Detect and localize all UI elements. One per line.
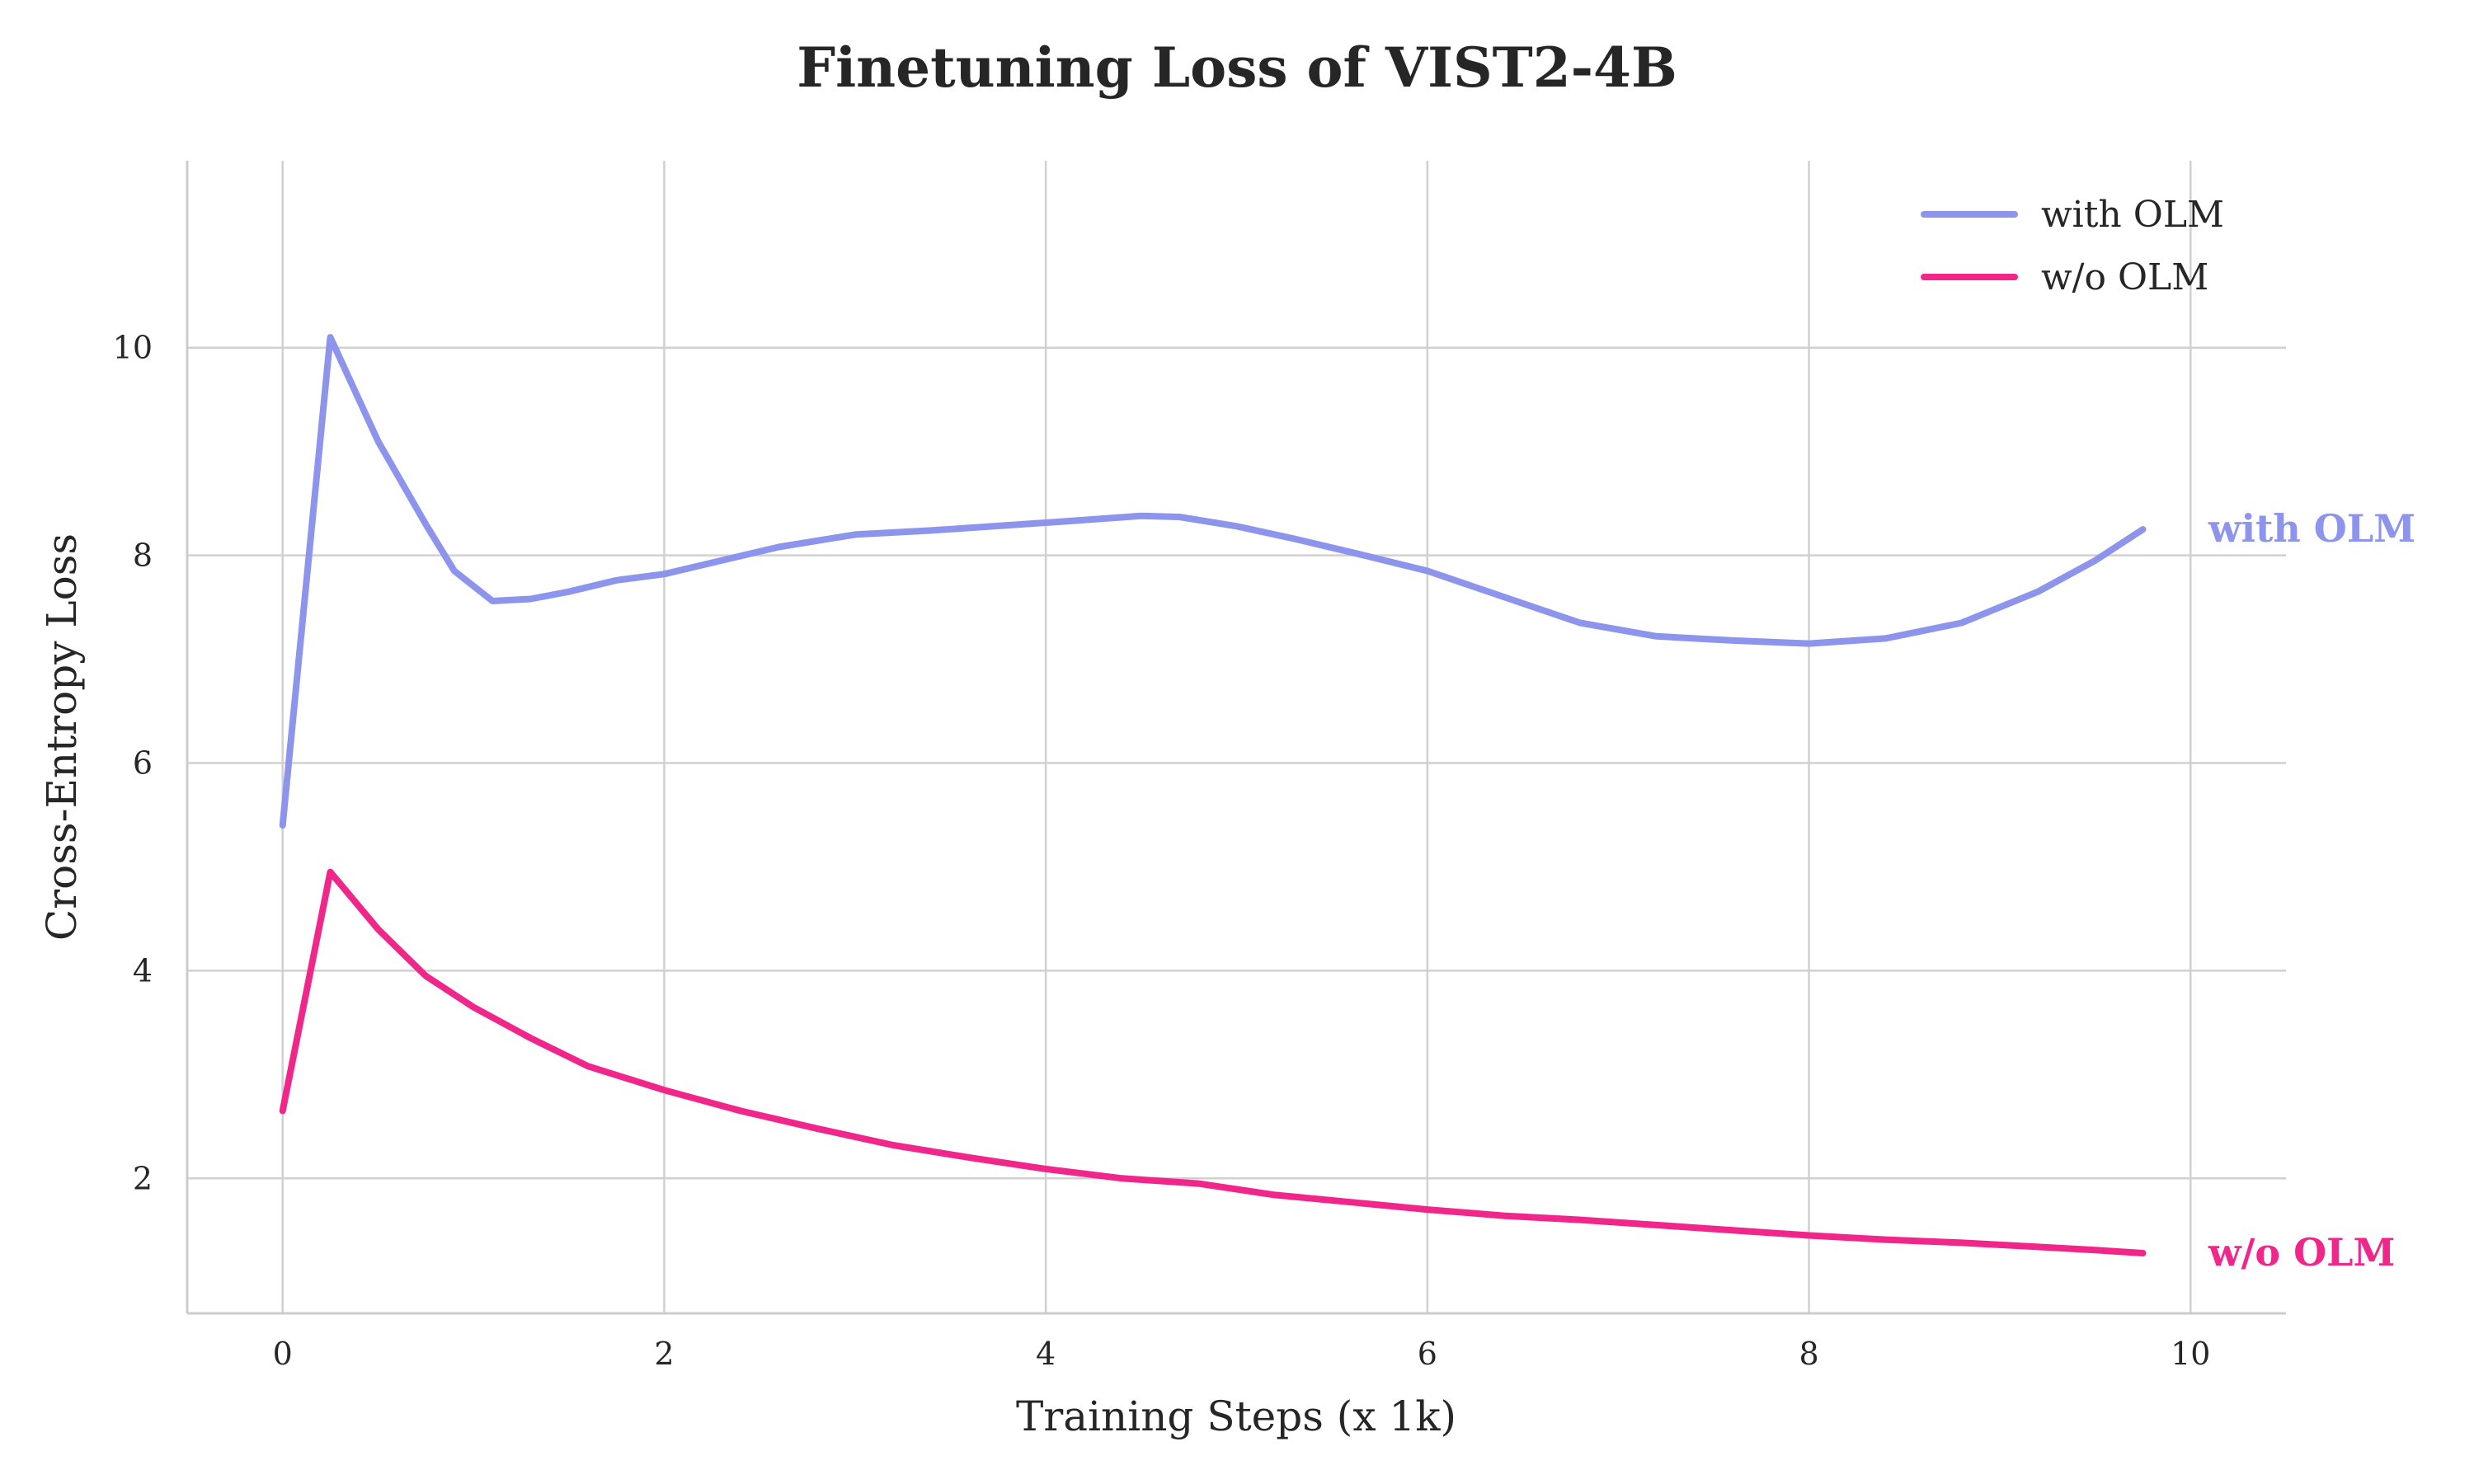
y-axis-label: Cross-Entropy Loss	[38, 533, 86, 941]
chart-title: Finetuning Loss of VIST2-4B	[797, 35, 1677, 100]
y-tick-label: 8	[133, 538, 153, 574]
tick-labels: 0 2 4 6 8 10 2 4 6 8 10	[113, 330, 2211, 1372]
x-tick-label: 2	[654, 1336, 674, 1372]
series-line-with-olm	[279, 334, 2147, 829]
legend-label-wo-olm: w/o OLM	[2041, 256, 2208, 298]
end-label-w-o-olm: w/o OLM	[2208, 1230, 2395, 1275]
series-layer: with OLM w/o OLM	[279, 334, 2415, 1275]
series-line-w-o-olm	[279, 868, 2147, 1256]
grid	[187, 161, 2286, 1313]
y-tick-label: 4	[133, 952, 153, 989]
y-tick-label: 6	[133, 744, 153, 781]
x-tick-label: 0	[273, 1336, 293, 1372]
legend-label-with-olm: with OLM	[2041, 194, 2224, 236]
end-label-with-olm: with OLM	[2208, 506, 2415, 551]
x-tick-label: 10	[2171, 1336, 2210, 1372]
x-tick-label: 6	[1418, 1336, 1437, 1372]
x-tick-label: 4	[1036, 1336, 1056, 1372]
y-tick-label: 2	[133, 1160, 153, 1196]
x-axis-label: Training Steps (x 1k)	[1016, 1392, 1456, 1440]
legend: with OLM w/o OLM	[1921, 194, 2224, 298]
y-tick-label: 10	[113, 330, 153, 366]
x-tick-label: 8	[1799, 1336, 1818, 1372]
